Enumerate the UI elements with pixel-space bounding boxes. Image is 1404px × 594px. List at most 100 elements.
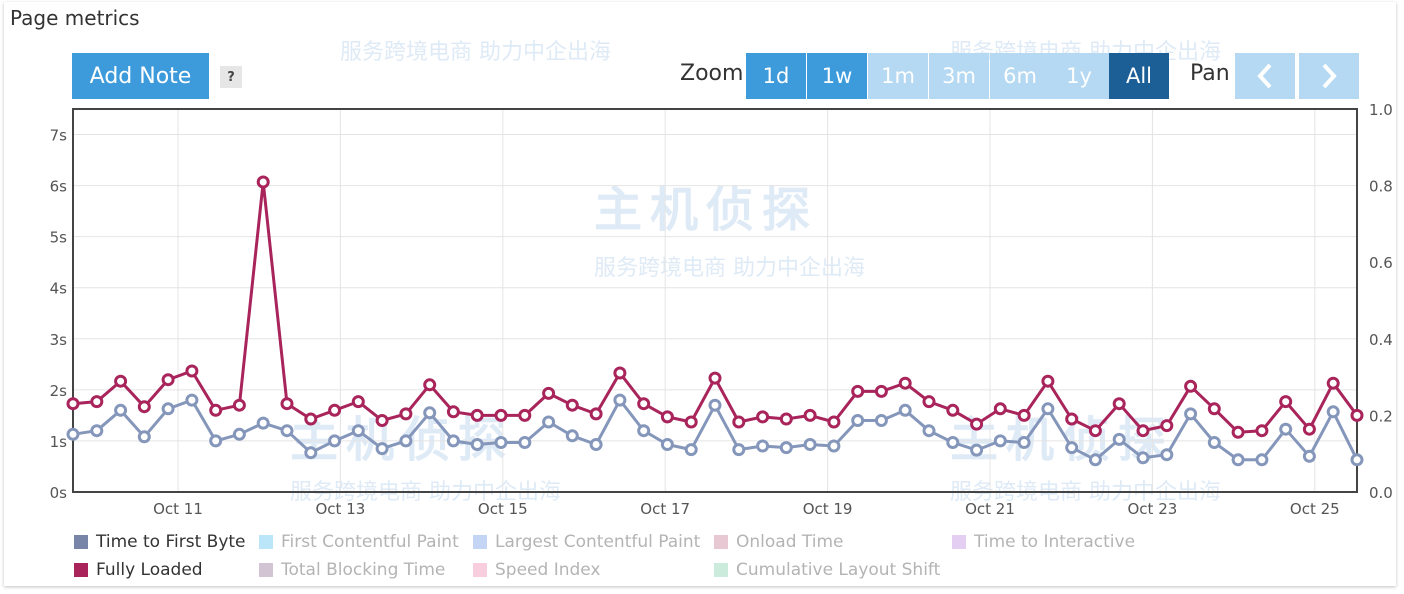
ttfb-point [351,424,365,438]
fully-loaded-point [280,397,294,411]
fully-loaded-point [637,397,651,411]
legend-item[interactable]: Time to First Byte [74,532,246,552]
legend-item[interactable]: Onload Time [714,532,844,552]
ttfb-point [756,439,770,453]
ttfb-point [1017,436,1031,449]
ttfb-point [542,415,556,429]
x-tick-label: Oct 23 [1128,500,1178,518]
ttfb-point [684,443,698,457]
zoom-button-all[interactable]: All [1109,53,1169,99]
ttfb-point [423,406,437,420]
ttfb-point [1350,453,1364,467]
zoom-button-1y[interactable]: 1y [1049,53,1109,99]
fully-loaded-point [256,175,270,189]
legend-item[interactable]: First Contentful Paint [259,532,459,552]
zoom-button-1m[interactable]: 1m [868,53,928,99]
pan-left-button[interactable] [1235,53,1295,99]
legend-label: Time to Interactive [974,532,1136,552]
ttfb-point [232,427,246,441]
y-tick-label: 5s [50,229,68,247]
fully-loaded-point [1065,412,1079,426]
ttfb-point [304,446,318,460]
x-tick-label: Oct 15 [478,500,528,518]
zoom-button-6m[interactable]: 6m [990,53,1050,99]
ttfb-point [1231,453,1245,467]
ttfb-point [280,424,294,438]
ttfb-point [446,434,460,448]
ttfb-point [803,438,817,451]
fully-loaded-point [1279,395,1293,409]
y2-tick-label: 1.0 [1369,101,1393,119]
legend-item[interactable]: Fully Loaded [74,560,203,580]
legend-item[interactable]: Total Blocking Time [259,560,445,580]
fully-loaded-point [970,417,984,431]
fully-loaded-point [1255,424,1269,438]
ttfb-point [518,436,532,449]
chart-card [4,2,1396,586]
ttfb-point [470,438,484,451]
ttfb-point [946,436,960,449]
fully-loaded-point [232,398,246,412]
fully-loaded-point [1350,408,1364,422]
legend-label: Cumulative Layout Shift [736,560,941,580]
fully-loaded-point [660,410,674,424]
ttfb-point [732,443,746,457]
y2-tick-label: 0.6 [1369,254,1393,272]
ttfb-point [1041,402,1055,416]
zoom-button-1w[interactable]: 1w [807,53,867,99]
ttfb-point [1207,436,1221,449]
legend-label: First Contentful Paint [281,532,459,552]
fully-loaded-point [732,415,746,429]
fully-loaded-point [993,402,1007,416]
ttfb-point [328,434,342,448]
legend-item[interactable]: Time to Interactive [952,532,1135,552]
chevron-left-icon [1257,63,1272,89]
fully-loaded-point [137,400,151,414]
legend-label: Speed Index [495,560,601,580]
add-note-button[interactable]: Add Note [72,53,209,99]
legend-item[interactable]: Speed Index [473,560,601,580]
y2-tick-label: 0.0 [1369,484,1393,502]
ttfb-point [1112,432,1126,446]
fully-loaded-point [304,412,318,426]
fully-loaded-point [1088,424,1102,438]
y2-tick-label: 0.8 [1369,178,1393,196]
zoom-button-3m[interactable]: 3m [929,53,989,99]
fully-loaded-point [684,415,698,429]
ttfb-point [114,403,128,417]
legend-label: Time to First Byte [96,532,246,552]
fully-loaded-point [589,407,603,421]
legend-swatch [714,563,728,577]
ttfb-point [565,429,579,443]
ttfb-point [375,442,389,456]
ttfb-point [970,443,984,457]
ttfb-point [1136,451,1150,465]
fully-loaded-point [708,371,722,385]
zoom-button-1d[interactable]: 1d [746,53,806,99]
x-tick-label: Oct 19 [803,500,853,518]
ttfb-point [1088,453,1102,467]
fully-loaded-point [66,397,80,411]
y2-tick-label: 0.2 [1369,407,1393,425]
fully-loaded-point [351,395,365,409]
ttfb-point [779,441,793,455]
pan-right-button[interactable] [1299,53,1359,99]
ttfb-point [399,434,413,448]
y-tick-label: 2s [50,382,68,400]
fully-loaded-point [518,408,532,422]
ttfb-point [660,438,674,451]
ttfb-point [874,414,888,427]
fully-loaded-point [375,414,389,427]
ttfb-point [1065,441,1079,455]
ttfb-point [637,424,651,438]
legend-item[interactable]: Cumulative Layout Shift [714,560,940,580]
fully-loaded-point [803,408,817,422]
legend-item[interactable]: Largest Contentful Paint [473,532,700,552]
fully-loaded-point [542,386,556,400]
ttfb-point [185,393,199,407]
fully-loaded-point [1136,424,1150,438]
ttfb-point [898,403,912,417]
y-tick-label: 3s [50,331,68,349]
help-button[interactable]: ? [220,66,242,88]
fully-loaded-point [114,374,128,388]
